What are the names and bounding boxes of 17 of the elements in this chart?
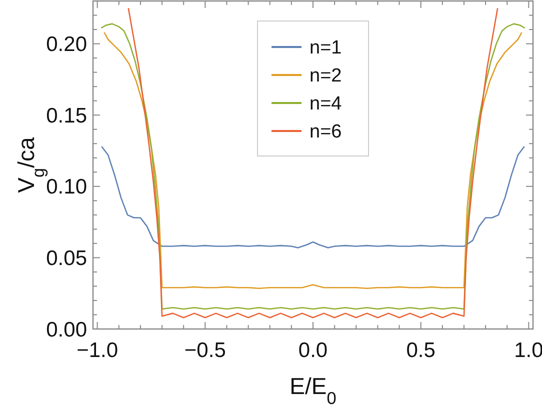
legend-label: n=2 — [310, 66, 342, 87]
x-tick-label: 0.5 — [406, 339, 436, 362]
legend-label: n=4 — [310, 94, 342, 115]
legend-label: n=6 — [310, 122, 342, 143]
y-tick-label: 0.20 — [46, 33, 87, 56]
x-tick-label: −0.5 — [184, 339, 226, 362]
y-tick-label: 0.10 — [46, 176, 87, 199]
y-tick-label: 0.00 — [46, 318, 87, 342]
y-tick-label: 0.05 — [46, 247, 87, 270]
line-series — [128, 7, 498, 318]
x-tick-label: 1.0 — [514, 339, 542, 362]
y-tick-label: 0.15 — [46, 104, 87, 128]
x-tick-label: −1.0 — [76, 339, 118, 362]
x-axis-title: E/E$_{0}$ — [290, 373, 336, 407]
legend-label: n=1 — [310, 38, 342, 59]
x-tick-label: 0.0 — [298, 339, 328, 362]
line-series — [100, 146, 526, 248]
